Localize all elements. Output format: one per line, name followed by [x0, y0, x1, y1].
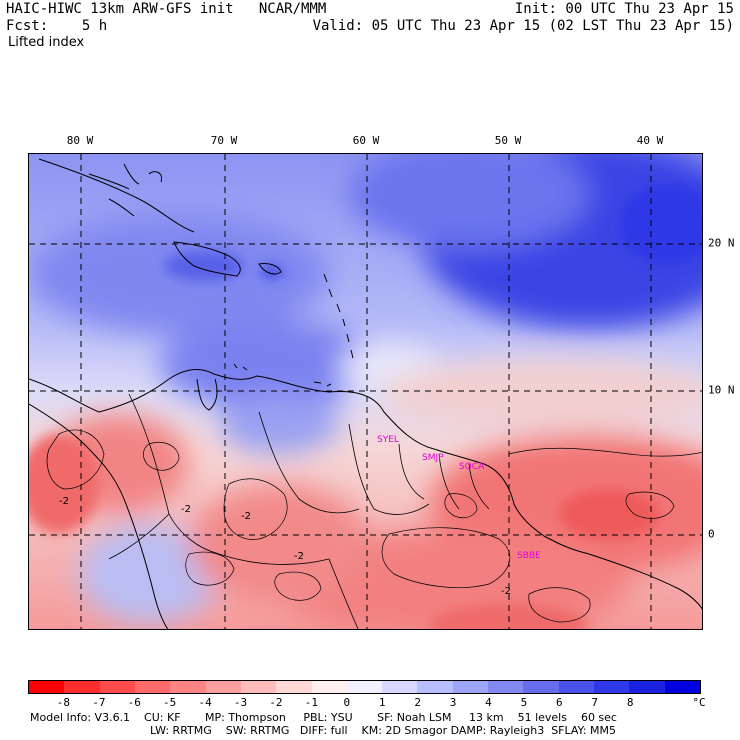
lat-label-0: 0 [708, 527, 715, 541]
colorbar-swatch [664, 681, 700, 693]
field-name: Lifted index [8, 35, 85, 50]
colorbar-swatch [452, 681, 489, 693]
colorbar-swatch [558, 681, 594, 693]
colorbar-swatch [205, 681, 241, 693]
colorbar-tick-label: 5 [520, 696, 528, 709]
map-canvas: -2 -2 -2 -2 -2 SYEL SMJP SOCA SBBE [29, 154, 702, 629]
lon-label-40w: 40 W [636, 134, 664, 147]
station-label-syel: SYEL [377, 435, 399, 445]
colorbar-swatch [29, 681, 65, 693]
contour-label: -2 [501, 586, 511, 597]
colorbar-tick-label: -1 [304, 696, 318, 709]
init-time: Init: 00 UTC Thu 23 Apr 15 [514, 1, 734, 17]
colorbar-swatch [594, 681, 630, 693]
station-label-sbbe: SBBE [517, 551, 541, 561]
forecast-hour: Fcst: 5 h [6, 18, 108, 34]
lon-label-70w: 70 W [210, 134, 238, 147]
colorbar-tick-label: 8 [626, 696, 634, 709]
lat-label-20n: 20 N [708, 236, 735, 250]
station-labels: SYEL SMJP SOCA SBBE [377, 435, 541, 561]
colorbar-swatch [134, 681, 171, 693]
colorbar-swatch [417, 681, 453, 693]
colorbar-tick-label: 6 [556, 696, 563, 709]
colorbar-tick-label: -8 [56, 696, 71, 709]
colorbar-tick-label: -7 [92, 696, 106, 709]
valid-time: Valid: 05 UTC Thu 23 Apr 15 (02 LST Thu … [312, 18, 734, 34]
colorbar-swatch [523, 681, 559, 693]
lifted-index-map: -2 -2 -2 -2 -2 SYEL SMJP SOCA SBBE [28, 153, 703, 630]
colorbar-tick-label: 0 [343, 696, 351, 709]
colorbar-tick-label: -5 [163, 696, 177, 709]
lon-label-80w: 80 W [66, 134, 94, 147]
country-borders [108, 393, 490, 629]
colorbar-tick-label: -2 [269, 696, 283, 709]
model-info-line2: LW: RRTMG SW: RRTMG DIFF: full KM: 2D Sm… [150, 724, 616, 737]
lat-lon-grid [29, 154, 702, 629]
colorbar-tick-label: 7 [591, 696, 599, 709]
colorbar-unit: °C [692, 696, 706, 709]
colorbar-tick-label: 1 [378, 696, 386, 709]
colorbar-swatch [64, 681, 100, 693]
colorbar-swatch [488, 681, 524, 693]
station-label-smjp: SMJP [422, 453, 444, 463]
colorbar-swatch [382, 681, 418, 693]
colorbar-swatch [311, 681, 347, 693]
colorbar [28, 680, 701, 694]
station-label-soca: SOCA [459, 462, 485, 472]
colorbar-swatch [629, 681, 665, 693]
colorbar-swatch [276, 681, 312, 693]
colorbar-swatch [240, 681, 277, 693]
colorbar-tick-label: 4 [485, 696, 492, 709]
colorbar-swatch [346, 681, 383, 693]
contour-label: -2 [181, 504, 191, 515]
model-info-line1: Model Info: V3.6.1 CU: KF MP: Thompson P… [30, 711, 617, 724]
lon-label-60w: 60 W [352, 134, 380, 147]
contour-labels: -2 -2 -2 -2 -2 [59, 496, 511, 597]
colorbar-tick-label: 3 [449, 696, 457, 709]
coastlines [29, 158, 702, 629]
lesser-antilles [233, 273, 354, 387]
colorbar-tick-label: -4 [198, 696, 212, 709]
contour-label: -2 [59, 496, 69, 507]
contour-label: -2 [294, 551, 304, 562]
contour-label: -2 [241, 511, 251, 522]
colorbar-swatch [170, 681, 206, 693]
colorbar-tick-label: 2 [414, 696, 421, 709]
model-title: HAIC-HIWC 13km ARW-GFS init NCAR/MMM [6, 1, 327, 17]
colorbar-swatch [99, 681, 135, 693]
lon-label-50w: 50 W [494, 134, 522, 147]
lat-label-10n: 10 N [708, 383, 735, 397]
colorbar-tick-label: -6 [127, 696, 141, 709]
colorbar-tick-label: -3 [233, 696, 248, 709]
